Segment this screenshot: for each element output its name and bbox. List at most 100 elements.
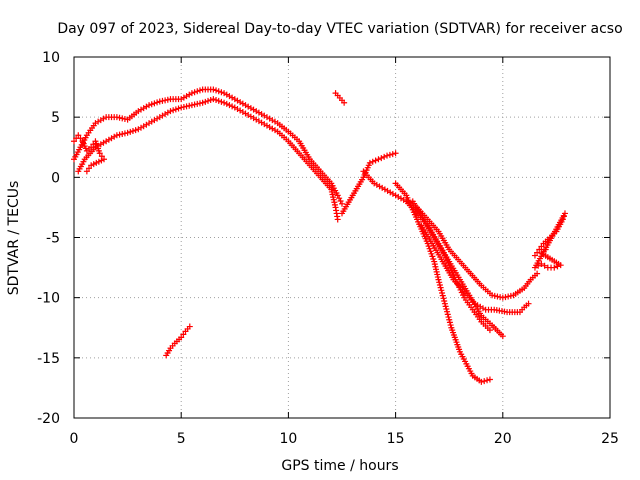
data-point: [175, 105, 182, 112]
series-right-cluster: [531, 210, 568, 271]
data-point: [124, 129, 131, 136]
data-point: [538, 260, 545, 267]
data-point: [223, 100, 230, 107]
data-point: [205, 97, 211, 104]
data-point: [499, 333, 506, 340]
data-point: [447, 322, 454, 329]
data-point: [375, 156, 382, 163]
data-point: [207, 97, 214, 104]
data-point: [444, 311, 451, 318]
data-point: [186, 323, 193, 330]
data-point: [437, 284, 444, 291]
data-point: [436, 279, 443, 286]
data-point: [481, 378, 488, 385]
data-point: [541, 262, 548, 269]
y-tick-label: -20: [37, 411, 60, 427]
data-point: [178, 104, 185, 111]
data-point: [444, 308, 451, 315]
data-point: [213, 97, 220, 104]
data-point: [162, 97, 169, 104]
data-point: [148, 101, 155, 108]
data-point: [392, 150, 399, 157]
data-point: [339, 200, 345, 207]
y-tick-label: 5: [51, 110, 60, 126]
data-point: [96, 150, 103, 157]
data-point: [491, 292, 498, 299]
data-point: [213, 87, 220, 94]
y-tick-label: -10: [37, 291, 60, 307]
data-point: [218, 89, 225, 96]
data-point: [215, 97, 222, 104]
series-descent-e: [418, 222, 532, 316]
data-point: [439, 289, 446, 296]
data-point: [90, 141, 97, 148]
series-main-arc: [71, 86, 345, 207]
axis-ticks: 0 5 10 15 20 25 -20 -15 -10 -5 0 5 10: [37, 50, 619, 447]
data-point: [440, 295, 447, 302]
data-point: [196, 100, 203, 107]
y-tick-label: -15: [37, 351, 60, 367]
x-tick-label: 25: [601, 431, 619, 447]
data-point: [536, 246, 543, 253]
data-point: [88, 144, 95, 151]
x-tick-label: 20: [494, 431, 512, 447]
y-tick-label: 10: [42, 50, 60, 66]
data-point: [535, 262, 542, 269]
series-isolated-low: [163, 323, 193, 359]
data-point: [443, 306, 450, 313]
data-point: [446, 316, 453, 323]
data-point: [178, 334, 185, 341]
data-point: [341, 99, 348, 106]
data-point: [534, 270, 541, 277]
data-point: [199, 99, 206, 106]
data-point: [534, 249, 541, 256]
data-point: [188, 90, 195, 97]
data-point: [167, 108, 174, 115]
data-point: [494, 293, 501, 300]
data-point: [172, 106, 179, 113]
data-point: [154, 99, 161, 106]
x-tick-label: 15: [387, 431, 405, 447]
data-point: [146, 102, 153, 109]
data-point: [551, 264, 558, 271]
y-tick-label: 0: [51, 170, 60, 186]
series-isolated-high: [332, 90, 348, 106]
data-point: [435, 276, 442, 283]
data-point: [186, 102, 193, 109]
data-point: [369, 158, 376, 165]
data-point: [538, 243, 545, 250]
series-descent-d: [414, 204, 541, 301]
data-point: [194, 88, 201, 95]
data-point: [156, 98, 163, 105]
data-point: [121, 130, 128, 137]
data-point: [499, 294, 506, 301]
data-point: [116, 114, 123, 121]
y-tick-label: -5: [46, 231, 60, 247]
data-point: [202, 98, 209, 105]
x-tick-label: 10: [279, 431, 297, 447]
data-point: [113, 132, 120, 139]
series-main-arc-lower: [75, 96, 341, 223]
data-point: [88, 162, 95, 169]
x-axis-label: GPS time / hours: [281, 458, 398, 474]
data-point: [442, 303, 449, 310]
data-point: [191, 101, 198, 108]
data-point: [221, 99, 228, 106]
data-point: [525, 300, 532, 307]
data-point: [384, 152, 391, 159]
data-point: [381, 153, 388, 160]
data-point: [497, 294, 504, 301]
data-point: [119, 131, 126, 138]
data-point: [116, 131, 123, 138]
data-point: [71, 138, 77, 145]
data-point: [531, 264, 538, 271]
data-point: [486, 376, 493, 383]
data-point: [188, 102, 195, 109]
data-point: [486, 327, 493, 334]
data-point: [502, 294, 509, 301]
series-descent-b: [392, 180, 493, 385]
data-point: [113, 114, 120, 121]
data-point: [215, 88, 222, 95]
